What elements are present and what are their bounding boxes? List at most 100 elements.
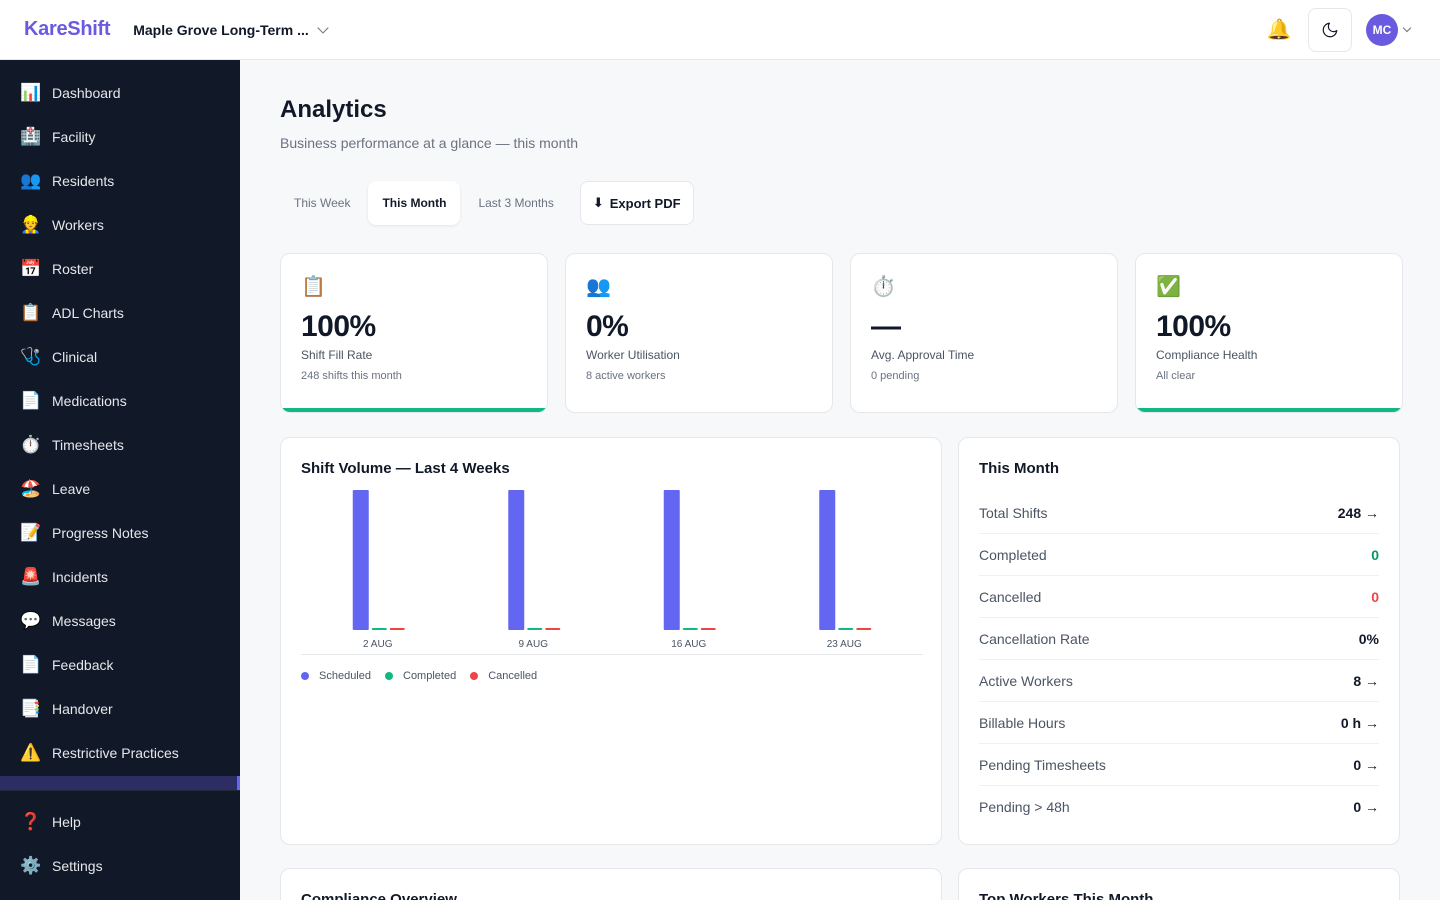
bar-cancelled-9-aug[interactable] [545, 628, 561, 630]
sidebar-bottom: ❓ Help ⚙️ Settings [0, 790, 240, 900]
sidebar-item-settings[interactable]: ⚙️ Settings [0, 844, 240, 888]
sidebar-item-medications[interactable]: 📄 Medications [0, 379, 240, 423]
kpi-value: 100% [1156, 310, 1231, 343]
kpi-row: 📋 100% Shift Fill Rate 248 shifts this mont… [280, 253, 1403, 413]
bar-completed-2-aug[interactable] [371, 628, 387, 630]
x-tick-label: 23 AUG [827, 639, 862, 650]
page-title: Analytics [280, 96, 387, 123]
kpi-label: Worker Utilisation [586, 348, 680, 362]
chevron-down-icon [317, 21, 329, 34]
app-logo[interactable]: KareShift [24, 18, 111, 40]
shift-volume-card: Shift Volume — Last 4 Weeks 2 AUG 9 AUG 16… [280, 437, 942, 845]
kpi-value: — [871, 310, 901, 343]
sidebar-item-label: Handover [52, 701, 113, 717]
legend-item-cancelled: Cancelled [470, 670, 537, 682]
medications-icon: 📄 [20, 391, 42, 410]
tab-this-week[interactable]: This Week [294, 196, 351, 210]
help-icon: ❓ [20, 812, 42, 831]
bar-completed-16-aug[interactable] [682, 628, 698, 630]
sidebar-item-label: Restrictive Practices [52, 745, 179, 761]
stat-row-cancellation-rate: Cancellation Rate 0% [979, 618, 1379, 660]
stat-row-billable-hours[interactable]: Billable Hours 0 h → [979, 702, 1379, 744]
sidebar-item-roster[interactable]: 📅 Roster [0, 247, 240, 291]
sidebar-item-label: Help [52, 814, 81, 830]
stat-value: 8 → [1353, 672, 1379, 689]
export-pdf-button[interactable]: ⬇ Export PDF [579, 181, 694, 225]
kpi-sub: 0 pending [871, 370, 920, 382]
bell-icon[interactable]: 🔔 [1266, 19, 1292, 41]
handover-icon: 📑 [20, 699, 42, 718]
sidebar-item-messages[interactable]: 💬 Messages [0, 599, 240, 643]
sidebar-item-clinical[interactable]: 🩺 Clinical [0, 335, 240, 379]
bar-scheduled-9-aug[interactable] [508, 490, 525, 630]
sidebar-item-label: Medications [52, 393, 127, 409]
sidebar-item-help[interactable]: ❓ Help [0, 800, 240, 844]
stat-row-pending-48h[interactable]: Pending > 48h 0 → [979, 786, 1379, 828]
sidebar-item-dashboard[interactable]: 📊 Dashboard [0, 71, 240, 115]
sidebar-item-restrictive-practices[interactable]: ⚠️ Restrictive Practices [0, 731, 240, 775]
facility-icon: 🏥 [20, 127, 42, 146]
sidebar-item-label: Facility [52, 129, 96, 145]
tab-this-month[interactable]: This Month [368, 181, 461, 225]
sidebar-item-progress-notes[interactable]: 📝 Progress Notes [0, 511, 240, 555]
theme-toggle-button[interactable] [1308, 7, 1352, 52]
roster-icon: 📅 [20, 259, 42, 278]
bar-cancelled-2-aug[interactable] [389, 628, 405, 630]
messages-icon: 💬 [20, 611, 42, 630]
sidebar-item-feedback[interactable]: 📄 Feedback [0, 643, 240, 687]
sidebar-item-label: Residents [52, 173, 115, 189]
legend-label: Completed [403, 670, 457, 682]
sidebar-item-adl-charts[interactable]: 📋 ADL Charts [0, 291, 240, 335]
stat-row-active-workers[interactable]: Active Workers 8 → [979, 660, 1379, 702]
sidebar-item-handover[interactable]: 📑 Handover [0, 687, 240, 731]
page-subtitle: Business performance at a glance — this … [280, 135, 579, 151]
bar-cancelled-16-aug[interactable] [700, 628, 716, 630]
sidebar-item-workers[interactable]: 👷 Workers [0, 203, 240, 247]
sidebar-item-incidents[interactable]: 🚨 Incidents [0, 555, 240, 599]
chart-legend: Scheduled Completed Cancelled [301, 670, 537, 682]
stat-label: Pending > 48h [979, 799, 1070, 815]
this-month-stats: Total Shifts 248 → Completed 0 Cancelled 0 Can… [979, 492, 1379, 828]
sidebar-item-timesheets[interactable]: ⏱️ Timesheets [0, 423, 240, 467]
stat-row-pending-timesheets[interactable]: Pending Timesheets 0 → [979, 744, 1379, 786]
compliance-overview-title: Compliance Overview [301, 891, 457, 900]
sidebar-item-label: Dashboard [52, 85, 121, 101]
bar-cancelled-23-aug[interactable] [856, 628, 872, 630]
user-menu[interactable]: MC [1366, 13, 1412, 46]
sidebar-item-leave[interactable]: 🏖️ Leave [0, 467, 240, 511]
stat-row-cancelled: Cancelled 0 [979, 576, 1379, 618]
bar-scheduled-2-aug[interactable] [352, 490, 369, 630]
kpi-sub: All clear [1156, 370, 1196, 382]
stat-value: 0 → [1353, 799, 1379, 815]
top-workers-title: Top Workers This Month [979, 891, 1154, 900]
avg-approval-time-icon: ⏱️ [871, 276, 896, 298]
chevron-down-icon [1402, 23, 1412, 33]
legend-dot [385, 672, 393, 680]
avatar: MC [1366, 13, 1398, 46]
compliance-health-icon: ✅ [1156, 276, 1181, 298]
tab-last-3-months[interactable]: Last 3 Months [478, 196, 554, 210]
bar-scheduled-23-aug[interactable] [819, 490, 836, 630]
facility-selector[interactable]: Maple Grove Long-Term ... [133, 21, 329, 38]
sidebar-item-facility[interactable]: 🏥 Facility [0, 115, 240, 159]
kpi-card-compliance-health: ✅ 100% Compliance Health All clear [1135, 253, 1403, 413]
bar-scheduled-16-aug[interactable] [663, 490, 680, 630]
sidebar-item-active[interactable] [0, 776, 240, 790]
progress-notes-icon: 📝 [20, 523, 42, 542]
sidebar-item-label: Clinical [52, 349, 98, 365]
legend-dot [470, 672, 479, 680]
kpi-label: Compliance Health [1156, 348, 1258, 362]
bar-completed-23-aug[interactable] [838, 628, 854, 630]
bar-completed-9-aug[interactable] [527, 628, 543, 630]
sidebar-item-label: Progress Notes [52, 525, 149, 541]
incidents-icon: 🚨 [20, 567, 42, 586]
residents-icon: 👥 [20, 171, 42, 190]
settings-icon: ⚙️ [20, 856, 42, 875]
stat-label: Completed [979, 546, 1047, 563]
stat-label: Total Shifts [979, 504, 1048, 521]
sidebar-item-label: Settings [52, 858, 103, 874]
restrictive-practices-icon: ⚠️ [20, 743, 42, 762]
stat-row-total-shifts[interactable]: Total Shifts 248 → [979, 492, 1379, 534]
sidebar-item-label: Roster [52, 261, 94, 277]
sidebar-item-residents[interactable]: 👥 Residents [0, 159, 240, 203]
